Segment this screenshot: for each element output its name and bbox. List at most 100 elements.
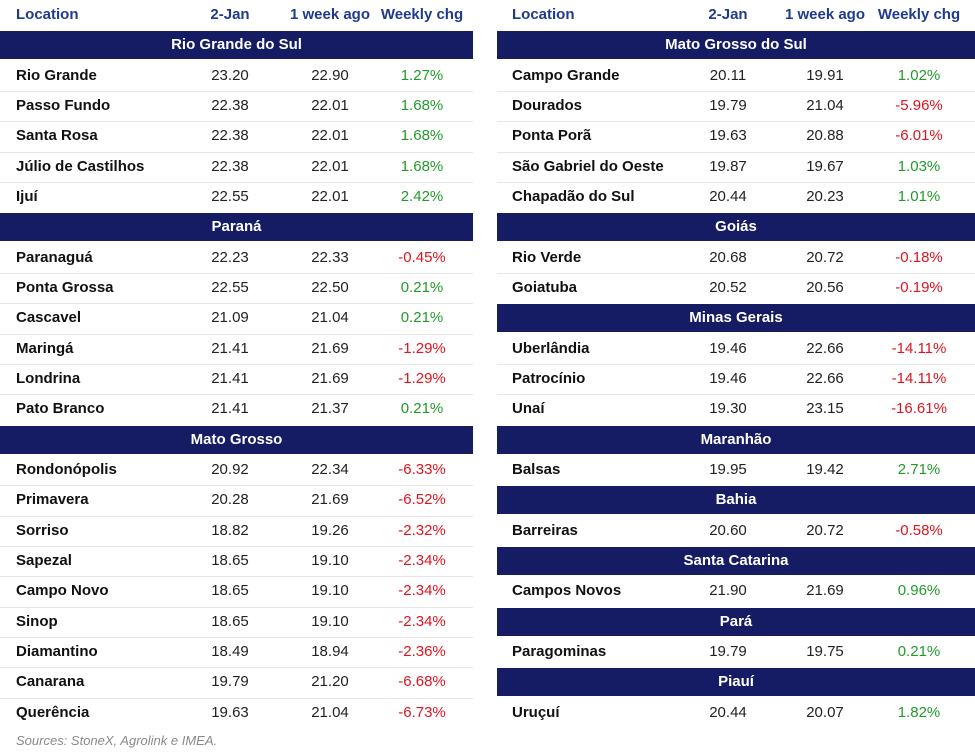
value-cell: 19.79: [709, 642, 747, 660]
value-cell: 22.01: [311, 157, 349, 175]
value-cell: -5.96%: [895, 96, 943, 114]
value-cell: -6.52%: [398, 491, 446, 509]
location-cell: Sorriso: [16, 521, 69, 539]
value-cell: 20.68: [709, 248, 747, 266]
value-cell: 1.03%: [897, 157, 941, 175]
row-divider: [0, 576, 473, 578]
value-cell: 21.41: [211, 339, 249, 357]
location-cell: Rio Grande: [16, 66, 97, 84]
value-cell: 20.72: [806, 248, 844, 266]
column-header: 1 week ago: [784, 6, 866, 23]
location-cell: Cascavel: [16, 309, 82, 327]
location-cell: Ponta Porã: [512, 127, 592, 145]
value-cell: 19.30: [709, 400, 747, 418]
location-cell: Diamantino: [16, 642, 98, 660]
value-cell: 19.63: [211, 703, 249, 721]
column-header: Weekly chg: [877, 6, 961, 23]
value-cell: 21.69: [806, 582, 844, 600]
value-cell: 19.79: [211, 673, 249, 691]
row-divider: [0, 697, 473, 699]
value-cell: 19.42: [806, 460, 844, 478]
value-cell: 22.90: [311, 66, 349, 84]
value-cell: 22.23: [211, 248, 249, 266]
value-cell: -0.45%: [398, 248, 446, 266]
location-cell: Rondonópolis: [16, 460, 117, 478]
location-cell: Chapadão do Sul: [512, 187, 635, 205]
value-cell: 22.38: [211, 157, 249, 175]
value-cell: -0.19%: [895, 278, 943, 296]
section-header: Santa Catarina: [497, 546, 975, 575]
value-cell: 22.34: [311, 460, 349, 478]
value-cell: 19.95: [709, 460, 747, 478]
location-cell: Londrina: [16, 369, 81, 387]
value-cell: -2.34%: [398, 551, 446, 569]
location-cell: Júlio de Castilhos: [16, 157, 145, 175]
column-header: Location: [512, 6, 575, 23]
value-cell: -1.29%: [398, 369, 446, 387]
location-cell: Sapezal: [16, 551, 72, 569]
value-cell: 22.66: [806, 369, 844, 387]
section-header: Paraná: [0, 213, 473, 242]
location-cell: Rio Verde: [512, 248, 582, 266]
column-header: 1 week ago: [289, 6, 371, 23]
value-cell: 19.87: [709, 157, 747, 175]
row-divider: [0, 606, 473, 608]
location-cell: Ijuí: [16, 187, 38, 205]
row-divider: [0, 151, 473, 153]
value-cell: 21.41: [211, 400, 249, 418]
location-cell: Querência: [16, 703, 90, 721]
value-cell: 2.71%: [897, 460, 941, 478]
row-divider: [497, 272, 975, 274]
value-cell: 19.46: [709, 339, 747, 357]
value-cell: 0.96%: [897, 582, 941, 600]
left-table: Location 2-Jan 1 week ago Weekly chg Rio Gra…: [0, 0, 473, 728]
section-header: Minas Gerais: [497, 304, 975, 333]
location-cell: Barreiras: [512, 521, 578, 539]
value-cell: 18.82: [211, 521, 249, 539]
value-cell: -6.01%: [895, 127, 943, 145]
value-cell: 18.65: [211, 582, 249, 600]
value-cell: 18.94: [311, 642, 349, 660]
value-cell: 20.23: [806, 187, 844, 205]
value-cell: 18.65: [211, 551, 249, 569]
location-cell: Paragominas: [512, 642, 607, 660]
location-cell: Sinop: [16, 612, 58, 630]
value-cell: 21.41: [211, 369, 249, 387]
row-divider: [0, 121, 473, 123]
value-cell: 19.63: [709, 127, 747, 145]
value-cell: 19.10: [311, 551, 349, 569]
row-divider: [0, 667, 473, 669]
row-divider: [0, 515, 473, 517]
value-cell: -6.73%: [398, 703, 446, 721]
location-cell: Uberlândia: [512, 339, 590, 357]
value-cell: 20.07: [806, 703, 844, 721]
value-cell: -6.33%: [398, 460, 446, 478]
value-cell: 1.27%: [400, 66, 444, 84]
row-divider: [0, 181, 473, 183]
row-divider: [497, 181, 975, 183]
value-cell: 2.42%: [400, 187, 444, 205]
value-cell: 20.11: [709, 66, 747, 84]
section-header: Goiás: [497, 213, 975, 242]
value-cell: 22.55: [211, 187, 249, 205]
column-header: 2-Jan: [708, 6, 748, 23]
location-cell: Pato Branco: [16, 400, 105, 418]
value-cell: 1.68%: [400, 96, 444, 114]
column-header: 2-Jan: [210, 6, 250, 23]
value-cell: 22.66: [806, 339, 844, 357]
location-cell: Campos Novos: [512, 582, 622, 600]
value-cell: 19.26: [311, 521, 349, 539]
row-divider: [0, 545, 473, 547]
value-cell: 20.92: [211, 460, 249, 478]
value-cell: -2.36%: [398, 642, 446, 660]
value-cell: 21.69: [311, 369, 349, 387]
value-cell: -16.61%: [891, 400, 947, 418]
location-cell: Goiatuba: [512, 278, 578, 296]
section-header: Bahia: [497, 486, 975, 515]
column-header: Location: [16, 6, 79, 23]
value-cell: -6.68%: [398, 673, 446, 691]
row-divider: [0, 90, 473, 92]
location-cell: Primavera: [16, 491, 89, 509]
value-cell: 22.01: [311, 127, 349, 145]
